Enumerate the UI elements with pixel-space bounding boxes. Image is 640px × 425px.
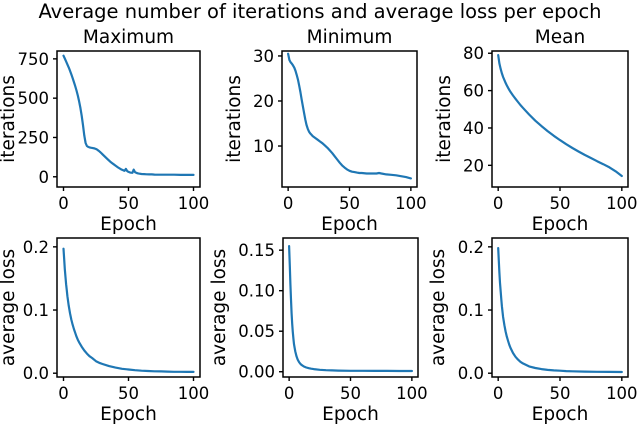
x-tick-label: 100	[396, 384, 428, 403]
y-tick-label: 750	[18, 50, 50, 69]
y-tick-label: 0.10	[238, 282, 275, 301]
figure-title: Average number of iterations and average…	[38, 0, 602, 23]
subplot-mean-loss: 0 50 100 0.0 0.1 0.2 Epoch average loss	[428, 237, 638, 425]
y-tick-label: 0.1	[458, 301, 484, 320]
y-tick-label: 250	[18, 128, 50, 147]
x-tick-label: 50	[118, 384, 139, 403]
plot-area-border	[491, 237, 629, 378]
x-tick-label: 100	[606, 384, 638, 403]
x-axis-label: Epoch	[532, 404, 589, 425]
data-line	[62, 54, 195, 176]
x-tick-label: 50	[118, 194, 139, 213]
subplot-minimum-loss: 0 50 100 0.00 0.05 0.10 0.15 Epoch average loss	[209, 237, 428, 425]
subplot-maximum-loss: 0 50 100 0.0 0.1 0.2 Epoch average loss	[0, 237, 210, 425]
x-axis-label: Epoch	[322, 404, 379, 425]
y-tick-label: 0.2	[23, 238, 49, 257]
x-tick-label: 50	[339, 194, 360, 213]
data-line	[62, 247, 195, 373]
x-axis-label: Epoch	[532, 214, 589, 235]
x-tick-label: 100	[178, 384, 210, 403]
subplot-title: Maximum	[83, 27, 174, 48]
data-line	[287, 52, 412, 180]
y-tick-label: 0.00	[238, 363, 275, 382]
y-tick-label: 40	[463, 119, 484, 138]
y-tick-label: 0	[39, 168, 50, 187]
x-tick-label: 100	[606, 194, 638, 213]
y-tick-label: 0.05	[238, 322, 275, 341]
y-axis-label: average loss	[209, 249, 230, 366]
plot-area-border	[282, 237, 419, 378]
data-line	[288, 245, 413, 373]
y-tick-label: 500	[18, 89, 50, 108]
x-axis-label: Epoch	[321, 214, 378, 235]
subplot-maximum-iterations: Maximum 0 50 100 0 250 500 750 Epoch iterations	[0, 27, 210, 235]
subplot-title: Minimum	[307, 27, 393, 48]
plot-area-border	[56, 50, 201, 188]
y-tick-label: 0.1	[23, 301, 49, 320]
y-axis-label: average loss	[428, 249, 449, 366]
subplot-minimum-iterations: Minimum 0 50 100 10 20 30 Epoch iterations	[224, 27, 427, 235]
y-axis-label: iterations	[434, 75, 455, 163]
data-line	[497, 54, 623, 178]
y-tick-label: 20	[463, 156, 484, 175]
y-tick-label: 0.15	[238, 241, 275, 260]
y-tick-label: 80	[463, 44, 484, 63]
x-tick-label: 0	[58, 384, 69, 403]
y-axis-label: iterations	[224, 75, 245, 163]
x-tick-label: 100	[178, 194, 210, 213]
y-axis-label: iterations	[0, 75, 19, 163]
x-tick-label: 0	[493, 384, 504, 403]
y-axis-label: average loss	[0, 249, 19, 366]
y-tick-label: 30	[253, 47, 274, 66]
x-tick-label: 0	[58, 194, 69, 213]
x-tick-label: 50	[550, 194, 571, 213]
subplot-title: Mean	[535, 27, 585, 48]
data-line	[497, 247, 623, 374]
x-tick-label: 0	[283, 194, 294, 213]
subplot-mean-iterations: Mean 0 50 100 20 40 60 80 Epoch iterations	[434, 27, 638, 235]
plot-area-border	[56, 237, 201, 378]
y-tick-label: 10	[253, 137, 274, 156]
y-tick-label: 0.0	[23, 364, 49, 383]
x-tick-label: 100	[395, 194, 427, 213]
y-tick-label: 60	[463, 82, 484, 101]
x-tick-label: 50	[550, 384, 571, 403]
x-axis-label: Epoch	[100, 214, 157, 235]
y-tick-label: 20	[253, 92, 274, 111]
x-axis-label: Epoch	[100, 404, 157, 425]
x-tick-label: 0	[284, 384, 295, 403]
plot-area-border	[281, 50, 418, 188]
y-tick-label: 0.0	[458, 364, 484, 383]
x-tick-label: 50	[340, 384, 361, 403]
x-tick-label: 0	[493, 194, 504, 213]
y-tick-label: 0.2	[458, 238, 484, 257]
